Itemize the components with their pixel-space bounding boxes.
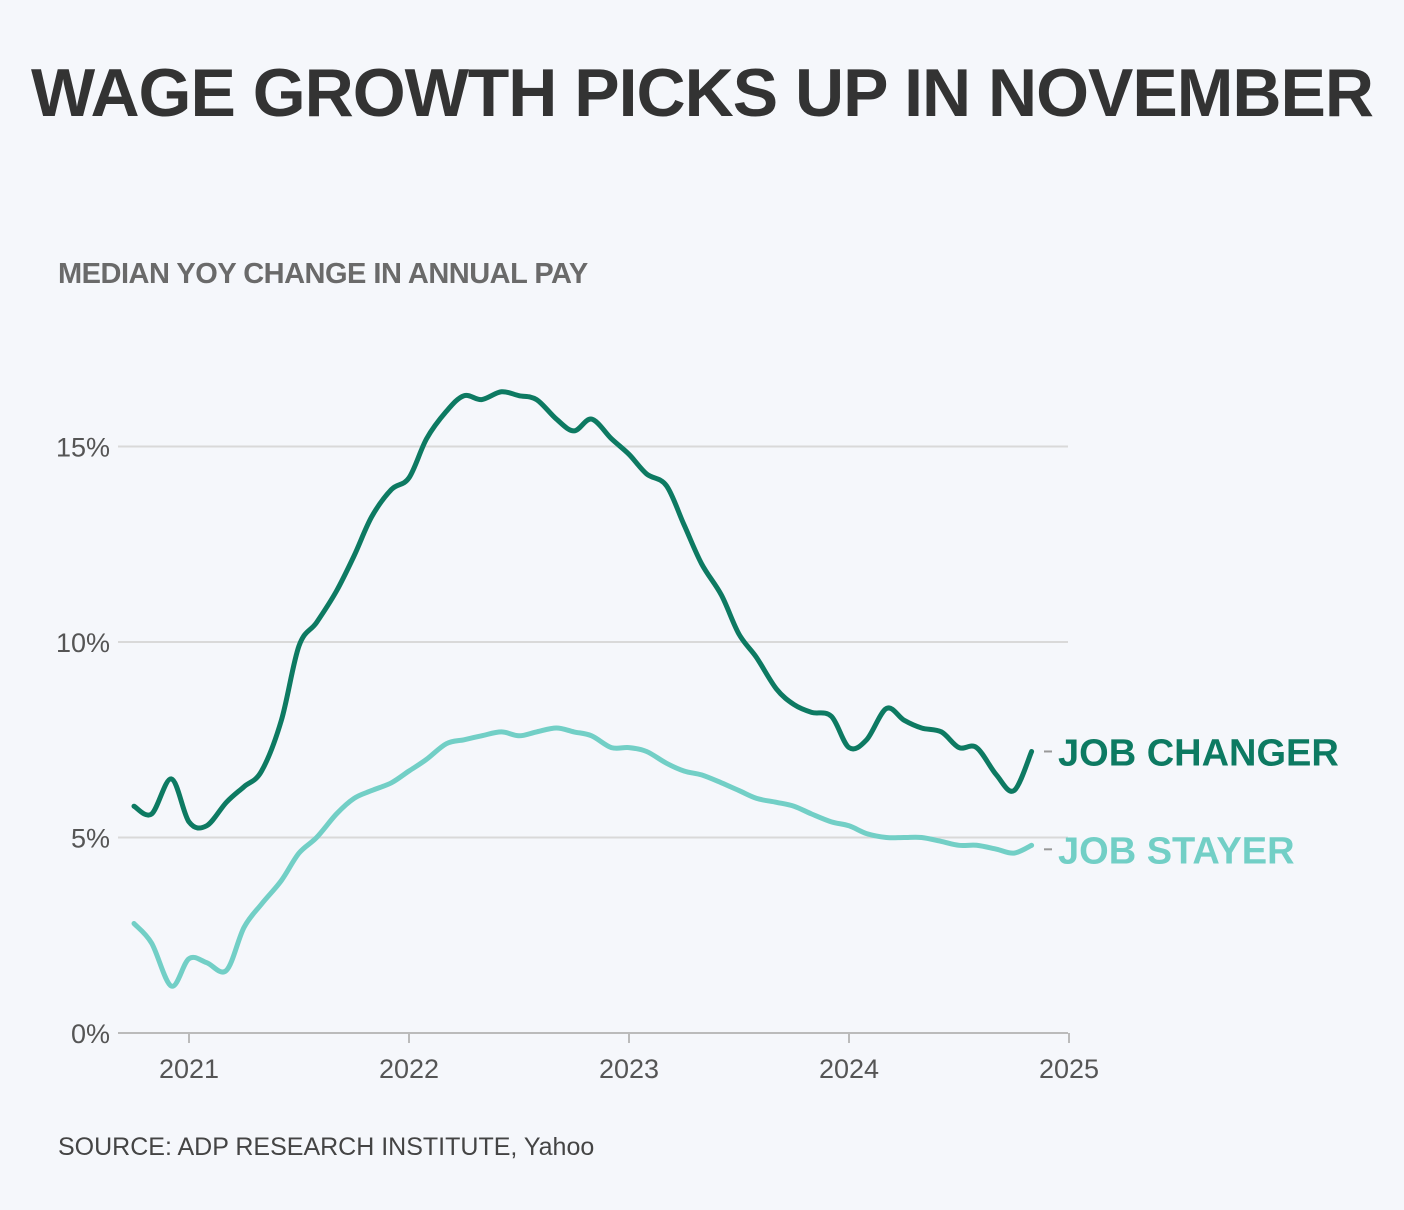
series-line-job-changer (131, 389, 1035, 831)
series-end-labels: JOB STAYER JOB CHANGER (1044, 732, 1339, 872)
series-line-job-stayer (131, 725, 1035, 989)
x-axis (118, 1032, 1070, 1043)
x-tick-label: 2022 (379, 1054, 439, 1084)
y-axis-tick-labels: 0% 5% 10% 15% (56, 433, 110, 1050)
chart-subtitle: MEDIAN YOY CHANGE IN ANNUAL PAY (58, 258, 588, 290)
x-tick-label: 2024 (819, 1054, 879, 1084)
y-tick-label: 15% (56, 433, 110, 463)
series-label-job-changer: JOB CHANGER (1058, 732, 1339, 774)
y-tick-label: 5% (71, 824, 110, 854)
chart-title: WAGE GROWTH PICKS UP IN NOVEMBER (31, 55, 1374, 131)
series-lines (131, 389, 1035, 989)
y-tick-label: 0% (71, 1019, 110, 1049)
x-tick-label: 2021 (159, 1054, 219, 1084)
x-axis-tick-labels: 2021 2022 2023 2024 2025 (159, 1054, 1099, 1084)
y-tick-label: 10% (56, 628, 110, 658)
source-note: SOURCE: ADP RESEARCH INSTITUTE, Yahoo (58, 1133, 595, 1161)
series-label-job-stayer: JOB STAYER (1058, 830, 1295, 872)
x-tick-label: 2025 (1039, 1054, 1099, 1084)
x-tick-label: 2023 (599, 1054, 659, 1084)
gridlines (118, 445, 1068, 839)
